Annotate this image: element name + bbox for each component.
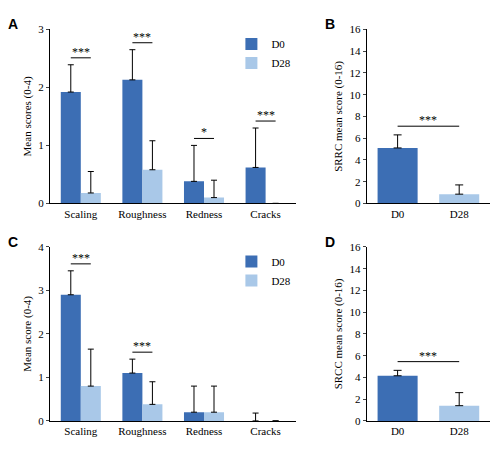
- svg-text:D28: D28: [450, 425, 469, 437]
- svg-text:16: 16: [350, 241, 362, 253]
- svg-text:10: 10: [350, 89, 362, 101]
- svg-text:C: C: [8, 234, 18, 250]
- svg-text:2: 2: [355, 176, 361, 188]
- svg-text:4: 4: [355, 371, 361, 383]
- svg-text:0: 0: [38, 415, 44, 427]
- svg-text:***: ***: [133, 30, 151, 44]
- svg-text:D0: D0: [271, 38, 285, 50]
- svg-text:Roughness: Roughness: [118, 425, 166, 437]
- svg-text:D28: D28: [271, 57, 290, 69]
- svg-text:8: 8: [355, 110, 361, 122]
- svg-text:8: 8: [355, 328, 361, 340]
- svg-text:Redness: Redness: [186, 208, 223, 220]
- svg-text:14: 14: [350, 45, 362, 57]
- svg-text:Cracks: Cracks: [250, 208, 281, 220]
- svg-text:D28: D28: [450, 208, 469, 220]
- svg-text:Redness: Redness: [186, 425, 223, 437]
- svg-text:1: 1: [38, 371, 44, 383]
- svg-text:***: ***: [419, 113, 437, 127]
- svg-text:Scaling: Scaling: [64, 425, 97, 437]
- svg-text:4: 4: [38, 241, 44, 253]
- svg-text:14: 14: [350, 263, 362, 275]
- svg-text:4: 4: [355, 154, 361, 166]
- svg-text:***: ***: [257, 108, 275, 122]
- svg-text:2: 2: [38, 81, 44, 93]
- svg-text:0: 0: [38, 197, 44, 209]
- svg-text:16: 16: [350, 23, 362, 35]
- svg-text:***: ***: [72, 251, 90, 265]
- svg-text:3: 3: [38, 284, 44, 296]
- svg-text:D28: D28: [271, 275, 290, 287]
- svg-text:A: A: [8, 16, 18, 32]
- svg-text:D0: D0: [391, 208, 405, 220]
- svg-text:12: 12: [350, 284, 361, 296]
- svg-text:Mean scores (0-4): Mean scores (0-4): [21, 76, 34, 156]
- svg-text:3: 3: [38, 23, 44, 35]
- svg-text:*: *: [201, 125, 207, 139]
- svg-text:10: 10: [350, 306, 362, 318]
- svg-text:D0: D0: [271, 256, 285, 268]
- svg-text:Mean score (0-4): Mean score (0-4): [21, 296, 34, 372]
- svg-text:Roughness: Roughness: [118, 208, 166, 220]
- svg-text:6: 6: [355, 350, 361, 362]
- svg-text:D: D: [325, 234, 335, 250]
- svg-text:12: 12: [350, 67, 361, 79]
- svg-text:Cracks: Cracks: [250, 425, 281, 437]
- svg-text:***: ***: [133, 339, 151, 353]
- svg-text:***: ***: [419, 349, 437, 363]
- svg-text:0: 0: [355, 197, 361, 209]
- svg-text:SRCC mean score (0-16): SRCC mean score (0-16): [332, 278, 345, 389]
- svg-text:1: 1: [38, 139, 44, 151]
- svg-text:D0: D0: [391, 425, 405, 437]
- svg-text:0: 0: [355, 415, 361, 427]
- svg-text:SRRC mean score (0-16): SRRC mean score (0-16): [332, 61, 345, 172]
- svg-text:Scaling: Scaling: [64, 208, 97, 220]
- svg-text:2: 2: [38, 328, 44, 340]
- svg-text:B: B: [325, 16, 335, 32]
- svg-text:2: 2: [355, 393, 361, 405]
- svg-text:6: 6: [355, 132, 361, 144]
- svg-text:***: ***: [72, 45, 90, 59]
